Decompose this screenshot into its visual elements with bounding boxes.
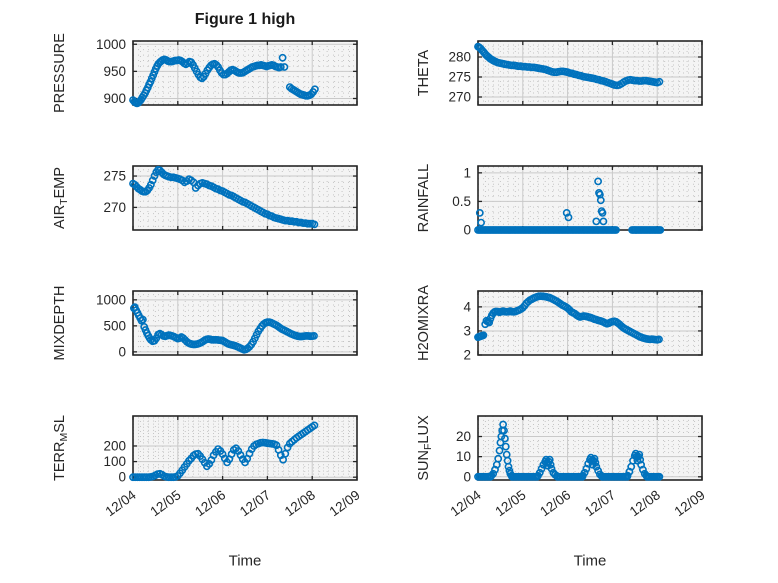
minor-grid [133, 41, 357, 105]
x-tick-label: 12/09 [672, 487, 708, 519]
ylabel-terr-msl: TERRMSL [52, 415, 70, 481]
y-tick-label: 270 [448, 90, 471, 105]
xlabel-time-right: Time [573, 552, 607, 570]
tick-marks [132, 291, 358, 355]
ylabel-air-temp: AIRTEMP [52, 166, 70, 230]
x-tick-label: 12/06 [192, 487, 228, 519]
subplot-RAINFALL: 00.51 [452, 165, 703, 238]
y-tick-label: 20 [456, 429, 471, 444]
x-tick-label: 12/08 [282, 487, 318, 519]
y-tick-label: 275 [103, 169, 126, 184]
minor-grid [133, 291, 357, 355]
x-tick-label: 12/09 [327, 487, 363, 519]
axes-box [132, 165, 358, 231]
y-tick-label: 0 [463, 469, 471, 484]
x-tick-label: 12/05 [147, 487, 183, 519]
axes-box [477, 415, 703, 481]
subplot-H2OMIXRA: 2 3 4 [463, 290, 703, 363]
data-points [474, 42, 664, 90]
data-points [474, 292, 663, 344]
axes-box [132, 290, 358, 356]
data-points [129, 421, 319, 482]
y-tick-label: 0 [118, 470, 126, 485]
ylabel-rainfall: RAINFALL [416, 163, 432, 233]
x-tick-label: 12/07 [582, 487, 618, 519]
y-tick-label: 500 [103, 318, 126, 333]
x-tick-label: 12/06 [537, 487, 573, 519]
data-points [129, 303, 318, 354]
subplot-PRESSURE: 900 950 1000 [96, 37, 358, 108]
x-tick-label: 12/08 [627, 487, 663, 519]
ylabel-mixdepth: MIXDEPTH [52, 285, 68, 361]
subplot-THETA: 270 275 280 [448, 40, 703, 106]
y-tick-label: 4 [463, 299, 471, 314]
minor-grid [133, 416, 357, 480]
subplot-AIR_TEMP: 270 275 [103, 165, 358, 231]
y-tick-label: 270 [103, 200, 126, 215]
y-tick-label: 275 [448, 70, 471, 85]
figure-title: Figure 1 high [194, 11, 296, 28]
y-tick-label: 900 [103, 91, 126, 106]
data-points [129, 53, 319, 108]
y-tick-label: 1000 [96, 292, 126, 307]
minor-grid [133, 166, 357, 230]
tick-marks [132, 166, 358, 230]
ylabel-pressure: PRESSURE [52, 33, 68, 113]
y-tick-label: 0 [118, 344, 126, 359]
tick-marks [132, 416, 358, 480]
x-tick-label: 12/04 [103, 487, 140, 519]
y-tick-label: 3 [463, 323, 471, 338]
axes-box [132, 40, 358, 106]
minor-grid [478, 166, 702, 230]
tick-marks [477, 291, 703, 356]
axes-box [132, 415, 358, 481]
axes-box [477, 290, 703, 356]
y-tick-label: 0 [463, 223, 471, 238]
xlabel-time-left: Time [228, 552, 262, 570]
tick-marks [477, 41, 703, 105]
ylabel-sun-flux: SUNFLUX [416, 415, 434, 481]
subplot-SUN_FLUX: 0 10 20 12/04 12/05 12/06 12/07 12/08 12/09 [448, 415, 708, 519]
axes-box [477, 40, 703, 106]
minor-grid [478, 416, 702, 480]
y-tick-label: 200 [103, 438, 126, 453]
ylabel-theta: THETA [416, 49, 432, 97]
data-points [474, 420, 664, 481]
x-tick-label: 12/04 [448, 487, 485, 519]
y-tick-label: 100 [103, 454, 126, 469]
y-tick-label: 10 [456, 449, 471, 464]
data-points [474, 177, 665, 234]
y-tick-label: 950 [103, 64, 126, 79]
plot-area [478, 166, 702, 230]
y-tick-label: 0.5 [452, 194, 471, 209]
y-tick-label: 1000 [96, 37, 126, 52]
subplot-MIXDEPTH: 0 500 1000 [96, 290, 358, 359]
y-tick-label: 2 [463, 348, 471, 363]
ylabel-h2omixra: H2OMIXRA [416, 285, 432, 361]
plot-area [133, 416, 357, 480]
data-points [129, 165, 319, 229]
major-grid [478, 166, 702, 230]
y-tick-label: 1 [463, 165, 471, 180]
y-tick-label: 280 [448, 50, 471, 65]
x-tick-label: 12/05 [492, 487, 528, 519]
x-tick-label: 12/07 [237, 487, 273, 519]
